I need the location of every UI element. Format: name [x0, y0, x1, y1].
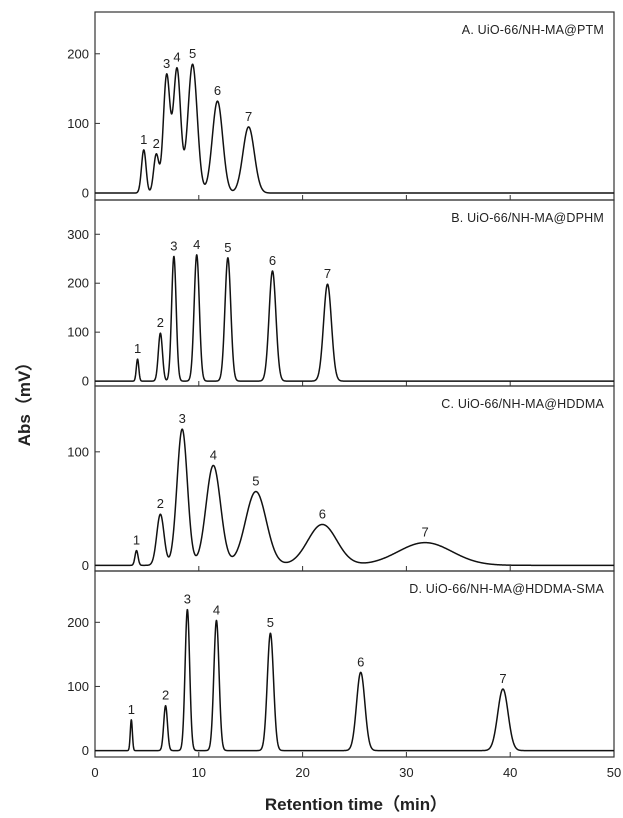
peak-label: 2 — [162, 688, 169, 703]
peak-label: 1 — [134, 341, 141, 356]
peak-label: 2 — [157, 496, 164, 511]
peak-label: 4 — [193, 237, 200, 252]
y-tick-label: 200 — [67, 46, 89, 61]
panel-c: 0 100 C. UiO-66/NH-MA@HDDMA 1 2 3 4 5 6 7 — [67, 385, 615, 573]
peak-label: 6 — [214, 83, 221, 98]
peak-label: 3 — [184, 591, 191, 606]
chromatogram-trace — [94, 63, 615, 194]
x-tick-label: 40 — [503, 765, 517, 780]
y-tick-label: 100 — [67, 444, 89, 459]
panel-title: C. UiO-66/NH-MA@HDDMA — [441, 397, 604, 411]
peak-label: 1 — [133, 533, 140, 548]
peak-label: 6 — [269, 253, 276, 268]
peak-label: 5 — [267, 615, 274, 630]
peak-label: 4 — [173, 50, 180, 65]
panel-a: 0 100 200 A. UiO-66/NH-MA@PTM 1 2 3 4 5 6 7 — [67, 11, 615, 201]
panel-title: D. UiO-66/NH-MA@HDDMA-SMA — [409, 582, 604, 596]
peak-label: 7 — [324, 266, 331, 281]
x-axis: 0 10 20 30 40 50 — [91, 765, 621, 780]
peak-label: 4 — [213, 602, 220, 617]
peak-label: 2 — [157, 315, 164, 330]
y-tick-label: 100 — [67, 325, 89, 340]
y-tick-label: 0 — [82, 186, 89, 201]
panel-title: B. UiO-66/NH-MA@DPHM — [451, 211, 604, 225]
y-tick-label: 100 — [67, 679, 89, 694]
peak-label: 6 — [357, 654, 364, 669]
x-tick-label: 0 — [91, 765, 98, 780]
y-tick-label: 200 — [67, 276, 89, 291]
peak-label: 4 — [210, 447, 217, 462]
panel-d: 0 100 200 D. UiO-66/NH-MA@HDDMA-SMA 1 2 3 4 5 6 7 — [67, 570, 615, 758]
panel-frame — [94, 570, 615, 758]
y-axis-title: Abs（mV） — [14, 354, 34, 447]
panel-frame — [94, 199, 615, 387]
y-tick-label: 0 — [82, 374, 89, 389]
chromatogram-trace — [94, 254, 615, 382]
x-tick-label: 10 — [192, 765, 206, 780]
panel-title: A. UiO-66/NH-MA@PTM — [462, 23, 604, 37]
peak-label: 5 — [189, 46, 196, 61]
peak-label: 6 — [319, 506, 326, 521]
x-tick-label: 50 — [607, 765, 621, 780]
peak-label: 5 — [252, 474, 259, 489]
x-tick-label: 30 — [399, 765, 413, 780]
y-tick-label: 200 — [67, 615, 89, 630]
chromatogram-trace — [94, 428, 615, 567]
peak-label: 7 — [499, 671, 506, 686]
peak-label: 2 — [153, 136, 160, 151]
peak-label: 3 — [170, 238, 177, 253]
peak-label: 3 — [179, 411, 186, 426]
peak-label: 7 — [245, 109, 252, 124]
x-tick-label: 20 — [295, 765, 309, 780]
peak-label: 5 — [224, 240, 231, 255]
peak-label: 7 — [421, 525, 428, 540]
chromatogram-trace — [94, 608, 615, 752]
peak-label: 1 — [140, 132, 147, 147]
y-tick-label: 0 — [82, 743, 89, 758]
x-axis-title: Retention time（min） — [265, 794, 447, 814]
peak-label: 1 — [128, 702, 135, 717]
y-tick-label: 300 — [67, 227, 89, 242]
y-tick-label: 100 — [67, 116, 89, 131]
peak-label: 3 — [163, 56, 170, 71]
y-tick-label: 0 — [82, 558, 89, 573]
panel-b: 0 100 200 300 B. UiO-66/NH-MA@DPHM 1 2 3 4 5 6 7 — [67, 199, 615, 389]
